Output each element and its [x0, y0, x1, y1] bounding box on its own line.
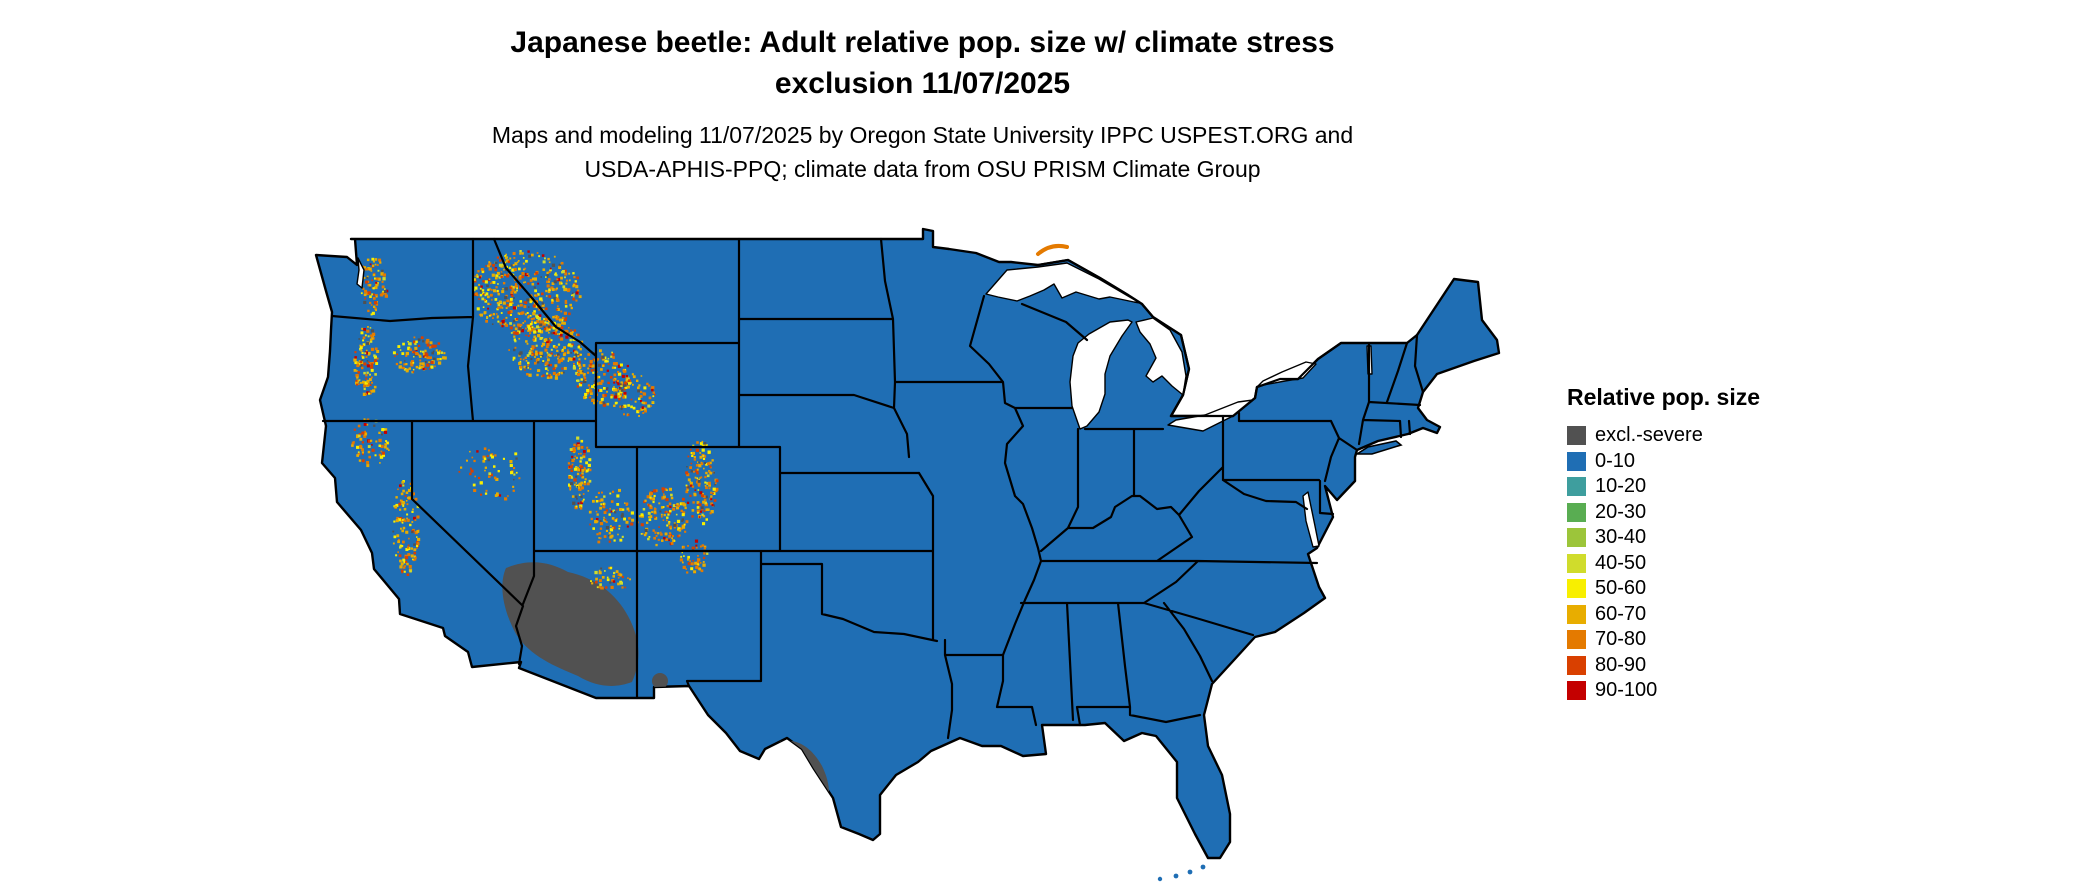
legend-item: 60-70 — [1567, 602, 1807, 628]
legend-item: excl.-severe — [1567, 423, 1807, 449]
us-land — [314, 227, 1501, 860]
legend-swatch — [1567, 528, 1586, 548]
map-title-line2: exclusion 11/07/2025 — [774, 67, 1071, 100]
legend-item: 0-10 — [1567, 449, 1807, 475]
legend-item: 90-100 — [1567, 678, 1807, 704]
map-subtitle: Maps and modeling 11/07/2025 by Oregon S… — [0, 118, 1845, 186]
population-hotspot-speckles — [351, 250, 719, 590]
us-map — [310, 226, 1522, 890]
legend: Relative pop. size excl.-severe 0-10 10-20… — [1567, 384, 1807, 704]
chesapeake-bay — [1302, 491, 1320, 548]
legend-item: 40-50 — [1567, 551, 1807, 577]
exclusion-zone-arizona — [502, 562, 639, 686]
legend-item: 80-90 — [1567, 653, 1807, 679]
legend-swatch — [1567, 655, 1586, 675]
legend-swatch — [1567, 477, 1586, 497]
legend-label: 90-100 — [1595, 679, 1658, 702]
legend-item: 20-30 — [1567, 500, 1807, 526]
legend-label: 80-90 — [1595, 653, 1647, 676]
legend-item: 50-60 — [1567, 576, 1807, 602]
legend-label: 50-60 — [1595, 577, 1647, 600]
legend-label: 70-80 — [1595, 628, 1647, 651]
state-borders — [321, 237, 1425, 740]
legend-swatch — [1567, 502, 1586, 522]
map-title-line1: Japanese beetle: Adult relative pop. siz… — [510, 26, 1335, 59]
legend-swatch — [1567, 630, 1586, 650]
legend-label: 0-10 — [1595, 449, 1636, 472]
legend-item: 10-20 — [1567, 474, 1807, 500]
legend-item: 30-40 — [1567, 525, 1807, 551]
legend-label: excl.-severe — [1595, 424, 1703, 447]
legend-swatch — [1567, 681, 1586, 701]
lake-huron — [1135, 317, 1187, 396]
long-island — [1354, 440, 1403, 455]
florida-keys-dots — [1157, 864, 1206, 882]
map-subtitle-line2: USDA-APHIS-PPQ; climate data from OSU PR… — [584, 156, 1261, 182]
legend-swatch — [1567, 451, 1586, 471]
map-title: Japanese beetle: Adult relative pop. siz… — [0, 22, 1845, 104]
legend-swatch — [1567, 579, 1586, 599]
legend-label: 30-40 — [1595, 526, 1647, 549]
lake-ontario — [1257, 361, 1317, 387]
lake-michigan — [1069, 319, 1133, 430]
us-map-svg — [314, 227, 1501, 882]
legend-title: Relative pop. size — [1567, 384, 1761, 410]
legend-label: 10-20 — [1595, 475, 1647, 498]
legend-label: 40-50 — [1595, 551, 1647, 574]
legend-item: 70-80 — [1567, 627, 1807, 653]
puget-sound — [356, 257, 365, 289]
legend-swatch — [1567, 553, 1586, 573]
map-subtitle-line1: Maps and modeling 11/07/2025 by Oregon S… — [491, 122, 1354, 148]
legend-swatch — [1567, 426, 1586, 446]
lake-superior — [985, 262, 1141, 304]
isle-royale-hotspot — [1036, 243, 1069, 256]
legend-label: 60-70 — [1595, 602, 1647, 625]
legend-label: 20-30 — [1595, 500, 1647, 523]
legend-items: excl.-severe 0-10 10-20 20-30 30-40 40-50 50-6… — [1567, 423, 1807, 704]
exclusion-zone-new-mexico — [652, 673, 668, 689]
legend-swatch — [1567, 604, 1586, 624]
